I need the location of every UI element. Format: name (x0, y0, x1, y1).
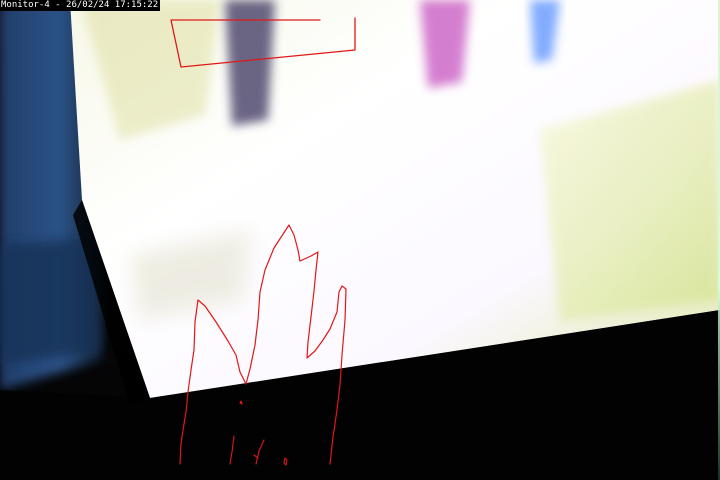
blue-panel-shadow (0, 238, 100, 365)
red-freeform-outline (179, 224, 347, 465)
red-markup-fragments (229, 400, 288, 466)
red-rectangle-markup (170, 17, 356, 68)
screen-right-edge (718, 0, 720, 480)
lower-dark-surface (0, 310, 720, 480)
yellow-glare-right (540, 80, 720, 322)
blue-streak (530, 0, 560, 63)
camera-timestamp-overlay: Monitor-4 - 26/02/24 17:15:22 (0, 0, 161, 11)
purple-streak-left (225, 0, 275, 126)
screen-left-bezel (73, 200, 150, 405)
yellow-glare-left (80, 0, 220, 140)
screen-gray-streak (130, 230, 250, 320)
magenta-streak (420, 0, 470, 88)
